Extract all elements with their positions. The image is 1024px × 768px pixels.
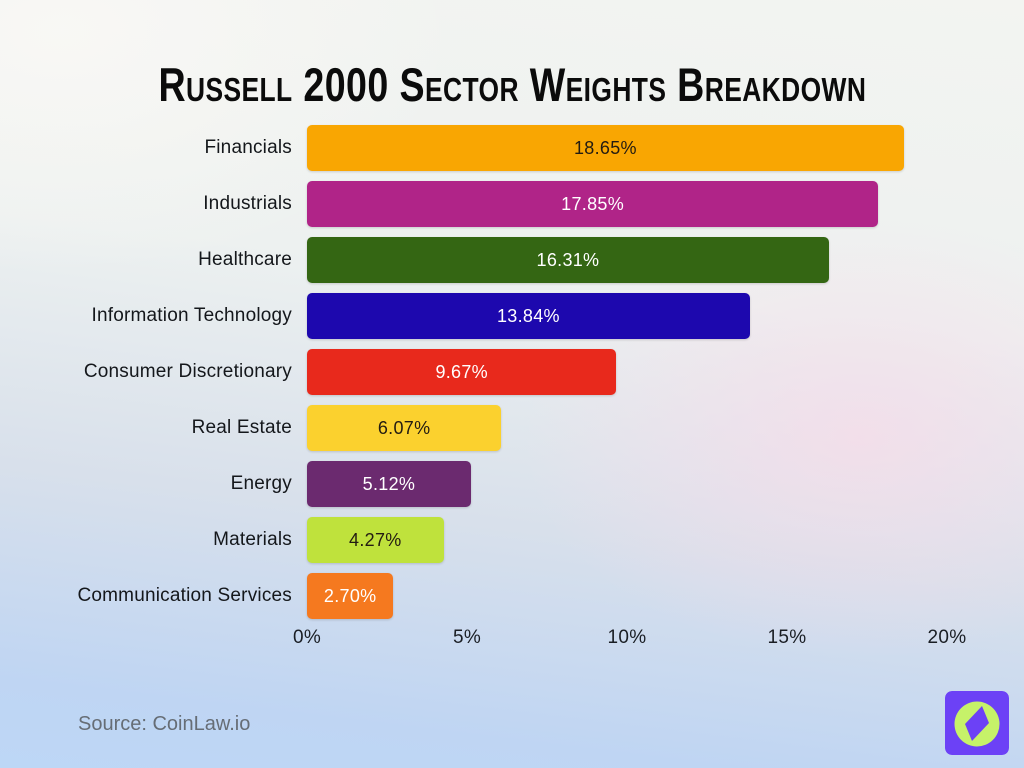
bar: 17.85% (307, 181, 879, 227)
bar: 18.65% (307, 125, 904, 171)
category-label: Real Estate (191, 417, 292, 438)
x-axis-tick: 10% (607, 627, 647, 648)
bar-value-label: 13.84% (497, 305, 560, 326)
x-axis: 0% 5% 10% 15% 20% (293, 627, 966, 653)
bar: 6.07% (307, 405, 502, 451)
bar-value-label: 9.67% (435, 361, 488, 382)
bar: 9.67% (307, 349, 617, 395)
bar: 4.27% (307, 517, 444, 563)
bar-rows: Financials 18.65% Industrials 17.85% Hea… (0, 125, 947, 619)
bar-value-label: 17.85% (561, 193, 625, 214)
bar: 16.31% (307, 237, 829, 283)
category-label: Materials (213, 529, 292, 550)
bar: 5.12% (307, 461, 471, 507)
bar-area: 13.84% (307, 293, 947, 339)
chart-row: Materials 4.27% (0, 517, 947, 563)
chart-title: Russell 2000 Sector Weights Breakdown (158, 58, 866, 112)
bar-area: 6.07% (307, 405, 947, 451)
x-axis-tick: 5% (452, 627, 482, 648)
x-axis-tick: 15% (767, 627, 807, 648)
bar-area: 4.27% (307, 517, 947, 563)
x-axis-tick: 20% (927, 627, 967, 648)
chart-row: Consumer Discretionary 9.67% (0, 349, 947, 395)
source-credit: Source: CoinLaw.io (78, 713, 251, 735)
bar-value-label: 16.31% (536, 249, 600, 270)
category-label: Financials (204, 137, 292, 158)
chart-row: Communication Services 2.70% (0, 573, 947, 619)
bar-area: 9.67% (307, 349, 947, 395)
category-label: Energy (230, 473, 292, 494)
chart-row: Healthcare 16.31% (0, 237, 947, 283)
bar-value-label: 2.70% (323, 585, 377, 606)
bar-value-label: 6.07% (377, 417, 431, 438)
bar-area: 2.70% (307, 573, 947, 619)
category-label: Communication Services (77, 585, 292, 606)
compass-needle-icon (965, 706, 989, 741)
bar-area: 18.65% (307, 125, 947, 171)
bar-chart: Financials 18.65% Industrials 17.85% Hea… (0, 125, 947, 629)
category-label: Consumer Discretionary (83, 361, 292, 382)
bar-value-label: 5.12% (362, 473, 416, 494)
chart-row: Industrials 17.85% (0, 181, 947, 227)
bar: 13.84% (307, 293, 750, 339)
chart-row: Real Estate 6.07% (0, 405, 947, 451)
bar-area: 16.31% (307, 237, 947, 283)
bar-value-label: 18.65% (573, 137, 637, 158)
x-axis-tick: 0% (292, 627, 322, 648)
title-wrap: Russell 2000 Sector Weights Breakdown (0, 26, 1024, 144)
category-label: Information Technology (91, 305, 292, 326)
bar: 2.70% (307, 573, 394, 619)
bar-value-label: 4.27% (349, 529, 402, 550)
chart-row: Financials 18.65% (0, 125, 947, 171)
chart-row: Information Technology 13.84% (0, 293, 947, 339)
bar-area: 17.85% (307, 181, 947, 227)
coinlaw-logo-icon (945, 691, 1009, 755)
chart-row: Energy 5.12% (0, 461, 947, 507)
category-label: Industrials (203, 193, 292, 214)
bar-area: 5.12% (307, 461, 947, 507)
category-label: Healthcare (198, 249, 292, 270)
